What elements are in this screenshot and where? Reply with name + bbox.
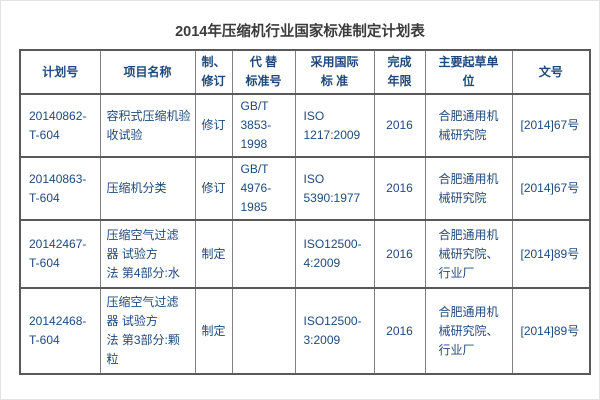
cell-project-name: 容积式压缩机验 收试验 [99,94,196,157]
cell-international-standard: ISO12500- 4:2009 [294,220,375,288]
cell-revision-type: 修订 [194,94,233,157]
cell-project-name: 压缩空气过滤 器 试验方 法 第3部分:颗 粒 [99,288,196,374]
table-row: 20140862- T-604 容积式压缩机验 收试验 修订 GB/T 3853… [19,94,591,157]
cell-drafting-unit: 合肥通用机 械研究院 [424,94,513,157]
cell-plan-no: 20140862- T-604 [19,94,101,157]
cell-doc-no: [2014]89号 [511,288,591,374]
col-header-plan-no: 计划号 [19,50,101,94]
cell-revision-type: 制定 [194,288,233,374]
col-header-completion-year: 完成 年限 [373,50,426,94]
cell-revision-type: 制定 [194,220,233,288]
cell-replaced-standard: GB/T 3853- 1998 [231,94,296,157]
cell-doc-no: [2014]67号 [511,157,591,220]
standards-plan-table: 计划号 项目名称 制、 修订 代 替 标准号 采用国际 标 准 完成 年限 主要… [19,49,591,375]
table-row: 20142467- T-604 压缩空气过滤 器 试验方 法 第4部分:水 制定… [19,220,591,288]
cell-drafting-unit: 合肥通用机 械研究院、 行业厂 [424,288,513,374]
col-header-doc-no: 文号 [511,50,591,94]
col-header-project-name: 项目名称 [99,50,196,94]
col-header-replaced-standard: 代 替 标准号 [231,50,296,94]
col-header-drafting-unit: 主要起草单 位 [424,50,513,94]
cell-plan-no: 20142468- T-604 [19,288,101,374]
cell-drafting-unit: 合肥通用机 械研究院、 行业厂 [424,220,513,288]
cell-doc-no: [2014]89号 [511,220,591,288]
cell-project-name: 压缩机分类 [99,157,196,220]
cell-revision-type: 修订 [194,157,233,220]
col-header-revision-type: 制、 修订 [194,50,233,94]
table-row: 20142468- T-604 压缩空气过滤 器 试验方 法 第3部分:颗 粒 … [19,288,591,374]
table-header-row: 计划号 项目名称 制、 修订 代 替 标准号 采用国际 标 准 完成 年限 主要… [19,50,591,94]
cell-doc-no: [2014]67号 [511,94,591,157]
cell-international-standard: ISO 5390:1977 [294,157,375,220]
cell-international-standard: ISO 1217:2009 [294,94,375,157]
cell-replaced-standard: GB/T 4976- 1985 [231,157,296,220]
cell-completion-year: 2016 [373,157,426,220]
cell-plan-no: 20140863- T-604 [19,157,101,220]
cell-completion-year: 2016 [373,220,426,288]
cell-completion-year: 2016 [373,94,426,157]
table-row: 20140863- T-604 压缩机分类 修订 GB/T 4976- 1985… [19,157,591,220]
cell-plan-no: 20142467- T-604 [19,220,101,288]
col-header-international-standard: 采用国际 标 准 [294,50,375,94]
cell-replaced-standard [231,220,296,288]
cell-replaced-standard [231,288,296,374]
cell-drafting-unit: 合肥通用机 械研究院 [424,157,513,220]
cell-international-standard: ISO12500- 3:2009 [294,288,375,374]
cell-project-name: 压缩空气过滤 器 试验方 法 第4部分:水 [99,220,196,288]
page-title: 2014年压缩机行业国家标准制定计划表 [175,24,425,40]
cell-completion-year: 2016 [373,288,426,374]
